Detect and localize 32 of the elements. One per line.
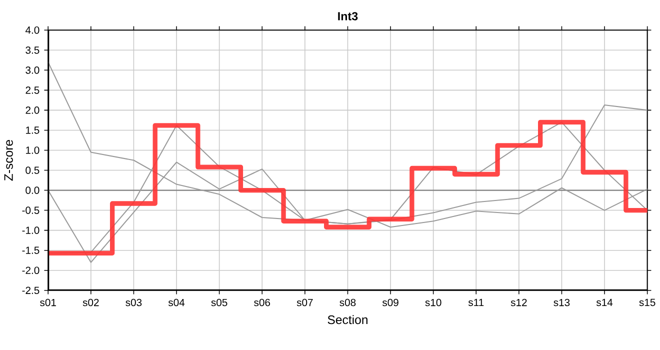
x-tick-label: s12 bbox=[510, 299, 527, 306]
x-tick-label: s09 bbox=[382, 299, 398, 306]
x-tick-label: s03 bbox=[126, 299, 142, 306]
x-tick-label: s04 bbox=[168, 299, 185, 306]
y-tick-label: 0.0 bbox=[26, 186, 40, 194]
y-tick-label: 2.0 bbox=[26, 106, 40, 114]
x-tick-label: s02 bbox=[82, 299, 99, 306]
x-tick-label: s06 bbox=[254, 299, 270, 306]
y-tick-label: -0.5 bbox=[22, 206, 40, 214]
x-tick-label: s14 bbox=[596, 299, 613, 306]
y-tick-label: -1.5 bbox=[22, 246, 40, 254]
chart-title: Int3 bbox=[338, 12, 358, 21]
y-tick-label: -1.0 bbox=[22, 226, 40, 234]
x-tick-label: s01 bbox=[40, 299, 56, 306]
y-tick-label: -2.5 bbox=[22, 286, 40, 294]
x-tick-label: s13 bbox=[554, 299, 570, 306]
y-tick-label: 4.0 bbox=[25, 26, 40, 34]
y-axis-title: Z-score bbox=[4, 140, 13, 181]
x-tick-label: s07 bbox=[296, 299, 313, 306]
y-tick-label: -2.0 bbox=[22, 266, 40, 274]
x-tick-label: s05 bbox=[211, 299, 228, 306]
y-tick-label: 2.5 bbox=[26, 86, 40, 94]
y-tick-label: 3.0 bbox=[26, 66, 40, 74]
y-tick-label: 0.5 bbox=[26, 166, 40, 174]
y-tick-label: 1.0 bbox=[26, 146, 40, 154]
y-tick-label: 3.5 bbox=[26, 46, 40, 54]
x-tick-label: s10 bbox=[425, 299, 442, 306]
x-tick-label: s11 bbox=[468, 299, 484, 306]
x-axis-title: Section bbox=[328, 315, 368, 324]
y-tick-label: 1.5 bbox=[26, 126, 40, 134]
x-tick-label: s08 bbox=[340, 299, 356, 306]
x-tick-label: s15 bbox=[639, 299, 656, 306]
